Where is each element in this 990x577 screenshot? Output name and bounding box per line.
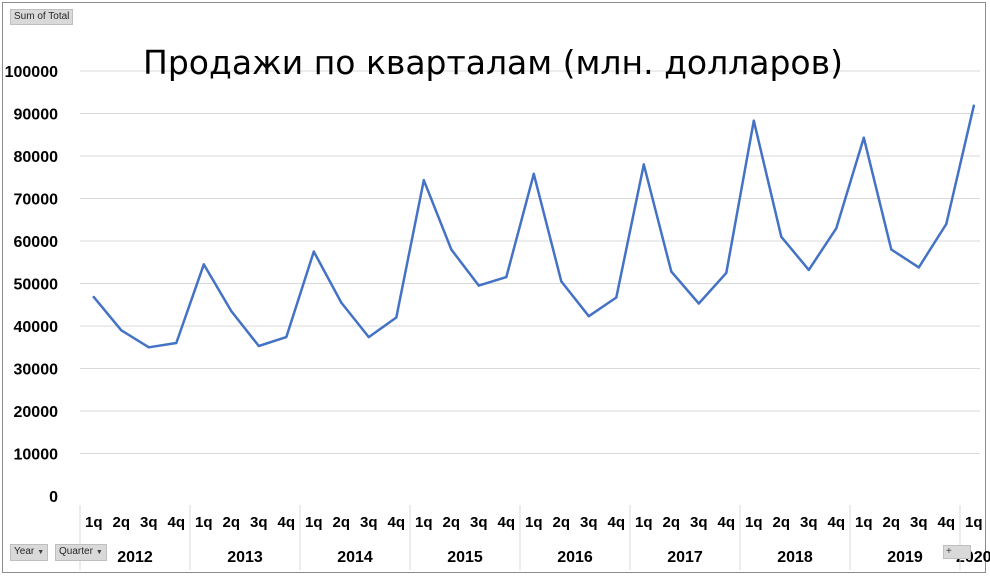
x-tick-label: 3q [360, 514, 378, 531]
data-point [725, 271, 728, 275]
x-tick-label: 4q [937, 514, 955, 531]
data-point [862, 136, 865, 139]
expand-field-button[interactable]: + [943, 545, 971, 559]
x-tick-label: 2q [772, 514, 790, 531]
year-label: 2013 [227, 549, 263, 566]
x-tick-label: 1q [195, 514, 213, 531]
data-point [450, 248, 453, 251]
sum-of-total-label: Sum of Total [14, 11, 70, 22]
data-point [972, 104, 975, 108]
x-tick-label: 3q [470, 514, 488, 531]
data-point [835, 227, 838, 230]
x-tick-label: 1q [635, 514, 653, 531]
data-point [395, 316, 398, 319]
data-point [202, 263, 205, 266]
year-field-label: Year [14, 546, 35, 557]
data-point [807, 268, 810, 272]
quarter-field-label: Quarter [59, 546, 93, 557]
x-tick-label: 2q [222, 514, 240, 531]
year-label: 2017 [667, 549, 703, 566]
x-tick-label: 1q [965, 514, 983, 531]
data-point [642, 163, 645, 166]
x-tick-label: 3q [140, 514, 158, 531]
x-tick-label: 3q [800, 514, 818, 531]
year-label: 2019 [887, 549, 923, 566]
y-tick-label: 90000 [14, 107, 59, 124]
data-point [340, 301, 343, 304]
data-point [752, 119, 755, 122]
data-point [230, 309, 233, 313]
y-tick-label: 40000 [14, 319, 59, 336]
x-tick-label: 2q [442, 514, 460, 531]
x-tick-label: 3q [580, 514, 598, 531]
x-tick-label: 4q [827, 514, 845, 531]
year-label: 2015 [447, 549, 483, 566]
chart-title: Продажи по кварталам (млн. долларов) [143, 43, 843, 82]
data-point [147, 346, 150, 349]
x-tick-label: 4q [167, 514, 185, 531]
year-label: 2014 [337, 549, 373, 566]
data-point [697, 302, 700, 305]
data-point [257, 344, 260, 348]
data-point [587, 315, 590, 318]
x-tick-label: 4q [717, 514, 735, 531]
chevron-down-icon: ▼ [37, 549, 45, 556]
data-point [312, 250, 315, 253]
y-tick-label: 60000 [14, 234, 59, 251]
year-label: 2016 [557, 549, 593, 566]
chevron-down-icon: ▼ [95, 549, 103, 556]
data-point [285, 335, 288, 339]
x-tick-label: 3q [250, 514, 268, 531]
y-tick-label: 100000 [5, 64, 58, 81]
y-tick-label: 10000 [14, 447, 59, 464]
data-point [92, 295, 95, 299]
x-tick-label: 4q [277, 514, 295, 531]
x-tick-label: 2q [882, 514, 900, 531]
x-tick-label: 1q [85, 514, 103, 531]
y-tick-label: 70000 [14, 192, 59, 209]
y-tick-label: 30000 [14, 362, 59, 379]
x-tick-label: 1q [415, 514, 433, 531]
x-tick-label: 2q [112, 514, 130, 531]
x-tick-label: 2q [662, 514, 680, 531]
plus-icon: + [946, 546, 952, 557]
x-tick-label: 3q [910, 514, 928, 531]
data-point [670, 270, 673, 273]
series-line [92, 104, 976, 349]
data-point [477, 284, 480, 287]
x-tick-label: 1q [745, 514, 763, 531]
data-point [175, 341, 178, 345]
data-point [945, 222, 948, 226]
data-point [532, 172, 535, 176]
quarter-field-button[interactable]: Quarter ▼ [55, 544, 107, 561]
data-point [560, 280, 563, 283]
data-point [505, 275, 508, 279]
year-field-button[interactable]: Year ▼ [10, 544, 49, 561]
x-tick-label: 2q [332, 514, 350, 531]
data-point [367, 335, 370, 339]
y-tick-label: 80000 [14, 149, 59, 166]
x-tick-label: 1q [525, 514, 543, 531]
sum-of-total-field-button[interactable]: Sum of Total [10, 9, 74, 25]
x-tick-label: 1q [855, 514, 873, 531]
data-point [422, 179, 425, 182]
x-tick-label: 1q [305, 514, 323, 531]
x-tick-label: 4q [607, 514, 625, 531]
data-point [917, 266, 920, 269]
y-tick-label: 50000 [14, 277, 59, 294]
year-label: 2018 [777, 549, 813, 566]
y-tick-label: 20000 [14, 404, 59, 421]
data-point [615, 296, 618, 299]
data-point [780, 235, 783, 238]
x-tick-label: 2q [552, 514, 570, 531]
x-tick-label: 4q [387, 514, 405, 531]
x-tick-label: 4q [497, 514, 515, 531]
x-tick-label: 3q [690, 514, 708, 531]
year-label: 2012 [117, 549, 153, 566]
y-tick-label: 0 [49, 489, 58, 506]
data-point [120, 329, 123, 332]
data-point [890, 248, 893, 251]
